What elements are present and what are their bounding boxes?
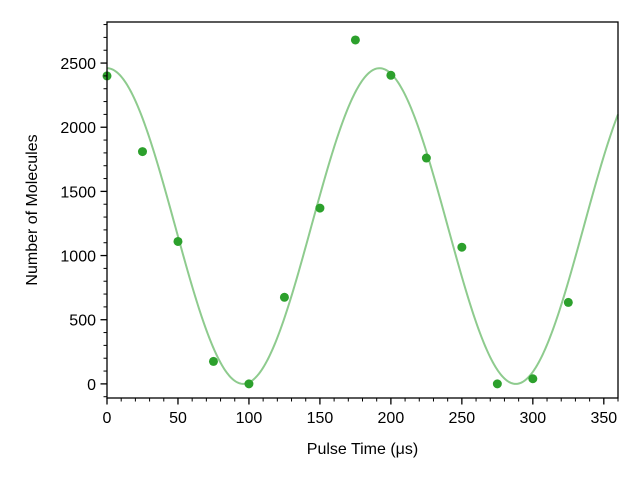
data-point [492, 379, 502, 389]
data-point [244, 379, 254, 389]
data-point [350, 35, 360, 45]
data-point [421, 153, 431, 163]
x-axis-ticks: 0 50 100 150 200 250 300 350 [103, 398, 619, 427]
x-axis-label: Pulse Time (μs) [307, 441, 418, 458]
y-axis-label: Number of Molecules [24, 134, 41, 285]
data-point [173, 236, 183, 246]
data-point [563, 297, 573, 307]
y-tick-label: 1500 [60, 184, 96, 201]
y-tick-label: 0 [87, 377, 96, 394]
x-tick-label: 200 [378, 410, 405, 427]
data-point [315, 203, 325, 213]
data-point [208, 356, 218, 366]
x-tick-label: 150 [307, 410, 334, 427]
plot-area [102, 35, 619, 389]
y-tick-label: 2000 [60, 120, 96, 137]
data-points [102, 35, 573, 389]
data-point [457, 242, 467, 252]
x-tick-label: 300 [519, 410, 546, 427]
data-point [279, 292, 289, 302]
data-point [386, 70, 396, 80]
fit-curve [106, 67, 619, 385]
y-tick-label: 2500 [60, 56, 96, 73]
x-tick-label: 350 [590, 410, 617, 427]
x-tick-label: 250 [449, 410, 476, 427]
y-axis-ticks: 0 500 1000 1500 2000 2500 [60, 24, 107, 398]
x-tick-label: 50 [169, 410, 187, 427]
x-tick-label: 100 [236, 410, 263, 427]
y-tick-label: 500 [69, 313, 96, 330]
axes-frame [106, 21, 619, 399]
data-point [528, 374, 538, 384]
data-point [137, 147, 147, 157]
y-tick-label: 1000 [60, 249, 96, 266]
x-tick-label: 0 [103, 410, 112, 427]
